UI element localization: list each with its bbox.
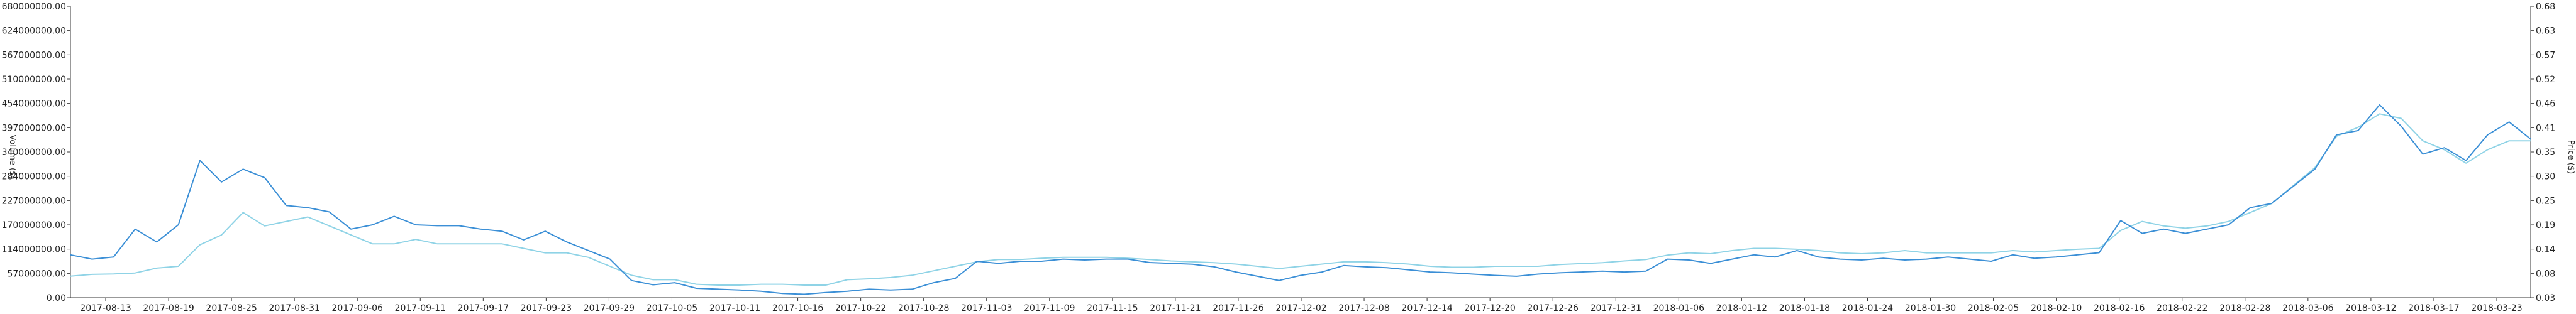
x-tick-label: 2018-01-30 — [1905, 303, 1956, 313]
left-tick-label: 397000000.00 — [2, 123, 66, 133]
x-tick-label: 2017-08-31 — [269, 303, 319, 313]
right-tick-label: 0.19 — [2536, 220, 2555, 230]
x-tick-label: 2018-02-16 — [2094, 303, 2145, 313]
x-tick-label: 2018-01-18 — [1779, 303, 1830, 313]
x-tick-label: 2017-08-19 — [143, 303, 194, 313]
left-tick-label: 340000000.00 — [2, 148, 66, 158]
left-tick-label: 567000000.00 — [2, 50, 66, 60]
right-tick-label: 0.46 — [2536, 99, 2555, 109]
x-tick-label: 2017-11-15 — [1087, 303, 1138, 313]
x-tick-label: 2018-03-23 — [2471, 303, 2522, 313]
right-tick-label: 0.41 — [2536, 123, 2555, 133]
x-tick-label: 2017-08-25 — [206, 303, 257, 313]
x-tick-label: 2017-12-14 — [1401, 303, 1452, 313]
left-tick-label: 510000000.00 — [2, 75, 66, 85]
x-tick-label: 2017-12-02 — [1275, 303, 1326, 313]
left-tick-label: 170000000.00 — [2, 220, 66, 230]
x-tick-label: 2017-09-11 — [395, 303, 446, 313]
x-tick-label: 2017-10-11 — [709, 303, 760, 313]
x-tick-label: 2017-12-08 — [1338, 303, 1389, 313]
x-tick-label: 2017-08-13 — [80, 303, 131, 313]
x-tick-label: 2018-03-06 — [2282, 303, 2333, 313]
right-tick-label: 0.68 — [2536, 2, 2555, 12]
right-tick-label: 0.52 — [2536, 75, 2555, 85]
x-tick-label: 2017-11-26 — [1213, 303, 1263, 313]
x-tick-label: 2017-12-20 — [1464, 303, 1515, 313]
right-tick-label: 0.35 — [2536, 148, 2555, 158]
x-tick-label: 2017-11-21 — [1150, 303, 1201, 313]
left-tick-label: 57000000.00 — [7, 269, 66, 279]
x-tick-label: 2018-01-12 — [1716, 303, 1767, 313]
x-tick-label: 2017-10-28 — [898, 303, 949, 313]
x-tick-label: 2017-09-17 — [458, 303, 509, 313]
x-tick-label: 2017-12-31 — [1591, 303, 1641, 313]
right-tick-label: 0.25 — [2536, 196, 2555, 206]
left-tick-label: 114000000.00 — [2, 245, 66, 255]
left-tick-label: 284000000.00 — [2, 172, 66, 182]
left-axis-title: Volume ($) — [8, 135, 17, 180]
x-tick-label: 2017-12-26 — [1528, 303, 1579, 313]
left-tick-label: 680000000.00 — [2, 2, 66, 12]
left-tick-label: 0.00 — [47, 293, 66, 303]
right-tick-label: 0.08 — [2536, 269, 2555, 279]
x-tick-label: 2017-10-16 — [772, 303, 823, 313]
x-tick-label: 2018-03-12 — [2345, 303, 2396, 313]
right-tick-label: 0.14 — [2536, 245, 2555, 255]
left-tick-label: 454000000.00 — [2, 99, 66, 109]
x-tick-label: 2017-10-22 — [835, 303, 886, 313]
left-tick-label: 624000000.00 — [2, 26, 66, 36]
right-tick-label: 0.57 — [2536, 50, 2555, 60]
price-series-line — [70, 113, 2531, 286]
right-tick-label: 0.03 — [2536, 293, 2555, 303]
left-tick-label: 227000000.00 — [2, 196, 66, 206]
x-tick-label: 2018-02-10 — [2031, 303, 2082, 313]
x-tick-label: 2018-01-06 — [1653, 303, 1704, 313]
x-tick-label: 2017-09-29 — [584, 303, 635, 313]
right-axis-title: Price ($) — [2566, 140, 2575, 174]
x-tick-label: 2017-11-03 — [961, 303, 1012, 313]
x-tick-label: 2018-03-17 — [2408, 303, 2459, 313]
x-tick-label: 2017-09-23 — [521, 303, 572, 313]
volume-series-line — [70, 104, 2531, 295]
x-tick-label: 2017-10-05 — [647, 303, 697, 313]
right-tick-label: 0.63 — [2536, 26, 2555, 36]
right-tick-label: 0.30 — [2536, 172, 2555, 182]
x-tick-label: 2018-01-24 — [1842, 303, 1893, 313]
x-tick-label: 2018-02-22 — [2157, 303, 2207, 313]
x-tick-label: 2017-09-06 — [332, 303, 383, 313]
x-tick-label: 2018-02-28 — [2219, 303, 2270, 313]
x-tick-label: 2018-02-05 — [1968, 303, 2019, 313]
x-tick-label: 2017-11-09 — [1024, 303, 1075, 313]
